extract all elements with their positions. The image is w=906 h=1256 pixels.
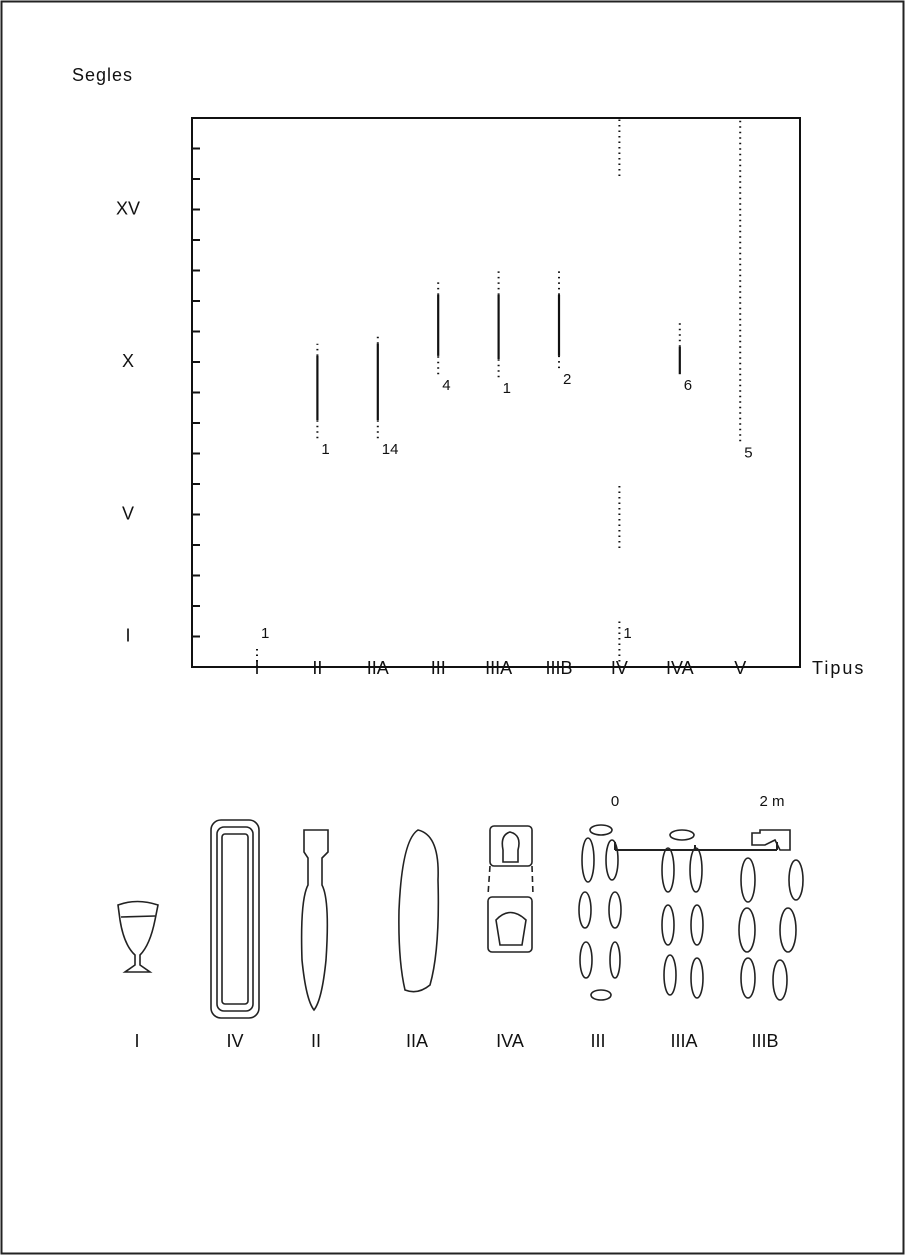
- plot-frame: [191, 117, 801, 668]
- count-label: 5: [744, 444, 752, 461]
- tomb-drawings: [117, 819, 804, 1019]
- count-label: 2: [563, 371, 571, 388]
- x-axis-title: Tipus: [812, 658, 865, 678]
- vessel: [117, 900, 159, 973]
- tomb-iv: [210, 819, 260, 1019]
- x-tick-label: IV: [611, 658, 628, 678]
- tomb-ii: [300, 829, 329, 1012]
- tomb-iii: [578, 824, 622, 1001]
- vessel-line: [120, 915, 156, 918]
- x-tick-label: IVA: [666, 658, 694, 678]
- x-tick-label: V: [734, 658, 746, 678]
- count-label: 1: [623, 625, 631, 642]
- y-tick-label: I: [125, 625, 130, 645]
- figure-label: IV: [226, 1031, 243, 1051]
- figure-label: IIA: [406, 1031, 428, 1051]
- x-tick-label: IIA: [367, 658, 389, 678]
- count-label: 6: [684, 377, 692, 394]
- count-label: 1: [503, 380, 511, 397]
- tomb-iva-top: [489, 825, 533, 867]
- figure-label: IIIB: [751, 1031, 778, 1051]
- tomb-iv-core: [221, 833, 249, 1005]
- count-label: 14: [382, 441, 399, 458]
- count-label: 4: [442, 377, 450, 394]
- y-tick-label: V: [122, 503, 134, 523]
- x-tick-label: I: [254, 658, 259, 678]
- tomb-iva-figure: [501, 831, 520, 863]
- figure-label: III: [590, 1031, 605, 1051]
- x-tick-label: IIIA: [485, 658, 512, 678]
- tomb-iiia: [661, 829, 704, 999]
- tomb-iva-feet: [495, 911, 527, 946]
- tomb-iva-bottom: [487, 896, 533, 953]
- scale-bar: [614, 842, 778, 851]
- tomb-iva-dash: [487, 865, 534, 896]
- figure-label: II: [311, 1031, 321, 1051]
- y-axis-title: Segles: [72, 65, 133, 85]
- count-label: 1: [321, 441, 329, 458]
- figure-label: IIIA: [670, 1031, 697, 1051]
- tomb-iiib: [738, 829, 804, 1001]
- x-tick-label: IIIB: [545, 658, 572, 678]
- x-tick-label: II: [312, 658, 322, 678]
- x-tick-label: III: [431, 658, 446, 678]
- scale-label: 0: [611, 793, 619, 810]
- count-label: 1: [261, 625, 269, 642]
- figure-label: I: [134, 1031, 139, 1051]
- tomb-iia: [398, 829, 440, 993]
- tomb-iv-inner: [216, 826, 254, 1012]
- scale-label: 2 m: [759, 793, 784, 810]
- y-tick-label: XV: [116, 198, 140, 218]
- figure-label: IVA: [496, 1031, 524, 1051]
- y-tick-label: X: [122, 351, 134, 371]
